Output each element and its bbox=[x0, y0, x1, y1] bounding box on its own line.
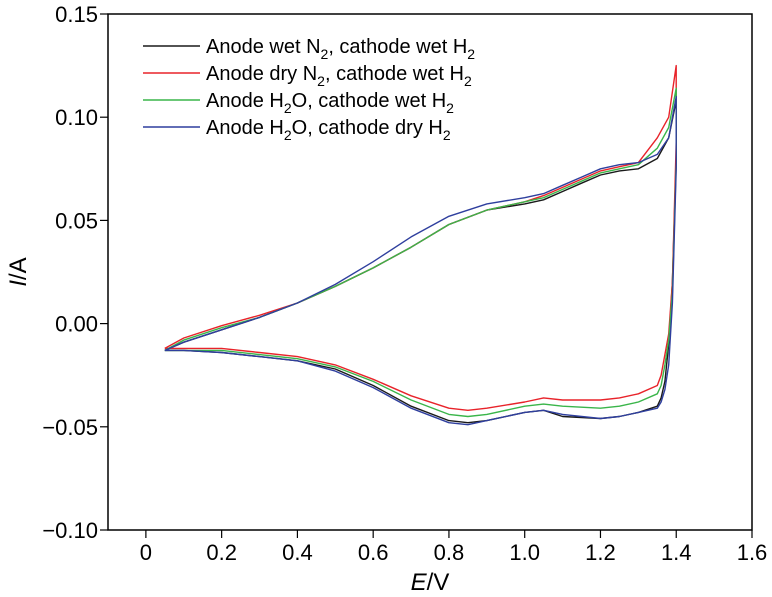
plot-frame bbox=[107, 13, 753, 531]
y-tick-label: −0.10 bbox=[42, 518, 98, 543]
x-tick-label: 1.4 bbox=[661, 540, 692, 565]
legend-label-4: Anode H2O, cathode dry H2 bbox=[206, 117, 451, 143]
x-axis-title: E/V bbox=[411, 569, 450, 596]
legend-label-2: Anode dry N2, cathode wet H2 bbox=[206, 63, 472, 89]
legend-label-3: Anode H2O, cathode wet H2 bbox=[206, 90, 454, 116]
series-layer bbox=[164, 64, 677, 426]
x-tick-label: 0.4 bbox=[282, 540, 313, 565]
x-tick-label: 0.8 bbox=[434, 540, 465, 565]
y-tick-label: 0.05 bbox=[55, 208, 98, 233]
x-tick-label: 1.0 bbox=[509, 540, 540, 565]
x-tick-label: 0 bbox=[140, 540, 152, 565]
y-tick-label: −0.05 bbox=[42, 415, 98, 440]
y-axis-title: I/A bbox=[5, 257, 32, 286]
y-tick-label: 0.10 bbox=[55, 105, 98, 130]
y-tick-label: 0.15 bbox=[55, 2, 98, 27]
series-line-1 bbox=[164, 99, 677, 424]
x-tick-label: 1.6 bbox=[737, 540, 768, 565]
series-line-4 bbox=[164, 95, 677, 426]
legend-label-1: Anode wet N2, cathode wet H2 bbox=[206, 36, 475, 62]
x-tick-label: 0.6 bbox=[358, 540, 389, 565]
x-tick-label: 0.2 bbox=[206, 540, 237, 565]
axis-ticks: 0 0.2 0.4 0.6 0.8 1.0 1.2 1.4 1.6 −0.10 −0.05 0.00 0… bbox=[42, 2, 767, 565]
x-tick-label: 1.2 bbox=[585, 540, 616, 565]
y-tick-label: 0.00 bbox=[55, 312, 98, 337]
